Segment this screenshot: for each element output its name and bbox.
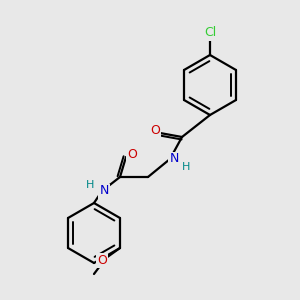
- Text: O: O: [150, 124, 160, 136]
- Text: O: O: [97, 254, 107, 266]
- Text: Cl: Cl: [204, 26, 216, 40]
- Text: O: O: [127, 148, 137, 160]
- Text: N: N: [169, 152, 179, 166]
- Text: H: H: [182, 162, 190, 172]
- Text: H: H: [86, 180, 94, 190]
- Text: N: N: [99, 184, 109, 197]
